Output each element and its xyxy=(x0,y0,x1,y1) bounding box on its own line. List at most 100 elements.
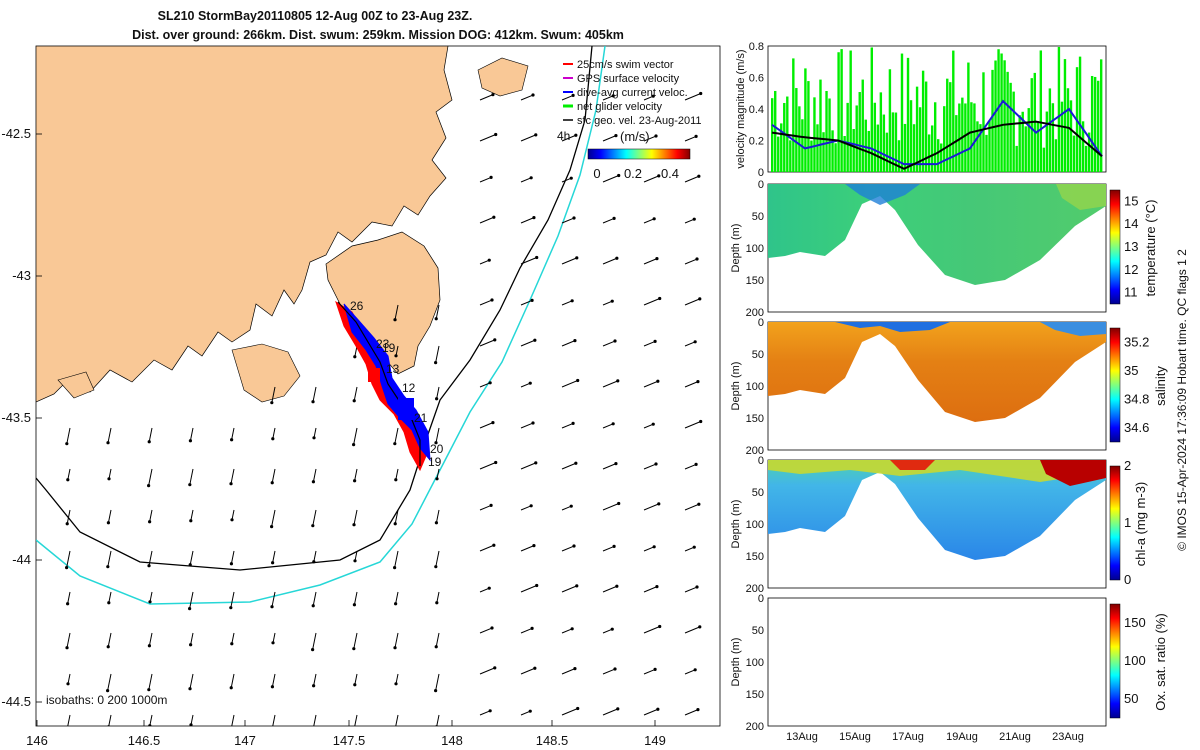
geo-vel-arrow xyxy=(684,341,696,347)
net-velocity-bar xyxy=(873,102,877,172)
time-tick: 19Aug xyxy=(946,731,978,743)
geo-vel-arrow xyxy=(561,300,573,306)
geo-vel-arrowhead xyxy=(352,647,356,651)
geo-vel-arrowhead xyxy=(230,642,234,646)
geo-vel-arrow xyxy=(190,509,194,521)
geo-vel-arrowhead xyxy=(654,134,658,138)
geo-vel-arrow xyxy=(520,585,537,593)
geo-vel-arrowhead xyxy=(435,725,439,726)
geo-vel-arrowhead xyxy=(531,421,535,425)
geo-vel-arrowhead xyxy=(148,520,152,524)
geo-vel-arrowhead xyxy=(270,525,274,529)
geo-vel-arrowhead xyxy=(271,561,275,565)
geo-vel-arrowhead xyxy=(696,380,700,384)
geo-vel-arrowhead xyxy=(230,438,234,442)
geo-vel-arrowhead xyxy=(572,216,576,220)
geo-vel-arrowhead xyxy=(311,524,315,528)
cbar-tick: 14 xyxy=(1124,216,1138,231)
geo-vel-arrow xyxy=(230,673,235,688)
net-velocity-bar xyxy=(789,140,792,172)
geo-vel-arrowhead xyxy=(312,560,316,564)
geo-vel-arrowhead xyxy=(106,645,110,649)
depth-tick: 150 xyxy=(746,275,764,287)
geo-vel-arrow xyxy=(436,468,440,479)
geo-vel-arrow xyxy=(602,217,615,224)
depth-tick: 0 xyxy=(758,455,764,467)
geo-vel-arrow xyxy=(354,714,358,726)
geo-vel-arrow xyxy=(602,668,616,675)
salinity-section xyxy=(768,322,1106,422)
geo-vel-arrow xyxy=(479,339,495,347)
salinity-colorbar xyxy=(1109,327,1121,443)
time-tick: 17Aug xyxy=(892,731,924,743)
net-velocity-bar xyxy=(1036,121,1039,172)
geo-vel-arrowhead xyxy=(229,606,233,610)
geo-vel-arrow xyxy=(561,217,575,224)
geo-vel-arrow xyxy=(520,505,532,511)
net-velocity-bar xyxy=(927,134,931,172)
lon-tick: 147.5 xyxy=(333,733,366,748)
geo-vel-arrow xyxy=(643,298,660,306)
net-velocity-bar xyxy=(1000,53,1003,172)
geo-vel-arrowhead xyxy=(658,624,662,629)
geo-vel-arrow xyxy=(189,591,194,609)
net-velocity-bar xyxy=(792,58,795,173)
geo-vel-arrow xyxy=(313,673,317,686)
geo-vel-arrowhead xyxy=(393,318,397,322)
geo-vel-arrow xyxy=(67,714,71,726)
net-velocity-bar xyxy=(915,86,919,172)
net-velocity-bar xyxy=(940,143,943,172)
geo-vel-arrowhead xyxy=(66,478,70,482)
depth-tick: 50 xyxy=(752,625,764,637)
geo-vel-arrowhead xyxy=(613,667,617,671)
geo-vel-arrow xyxy=(107,509,112,523)
track-label-13: 13 xyxy=(386,362,400,376)
geo-vel-arrowhead xyxy=(492,215,496,219)
geo-vel-arrowhead xyxy=(434,521,439,525)
legend-sfc: sfc geo. vel. 23-Aug-2011 xyxy=(577,115,702,127)
geo-vel-arrow xyxy=(602,463,617,470)
geo-vel-arrow xyxy=(312,632,317,650)
geo-vel-arrow xyxy=(395,468,399,480)
geo-vel-arrow xyxy=(479,299,493,306)
net-velocity-bar xyxy=(952,50,955,172)
geo-vel-arrowhead xyxy=(230,518,234,522)
lon-tick: 146.5 xyxy=(128,733,161,748)
net-velocity-bar xyxy=(1099,59,1103,172)
lat-tick: -43.5 xyxy=(1,410,31,425)
geo-vel-arrow xyxy=(684,218,695,224)
net-velocity-bar xyxy=(1024,126,1027,172)
net-velocity-bar xyxy=(1015,145,1018,172)
net-velocity-bar xyxy=(961,97,964,172)
geo-vel-arrowhead xyxy=(106,441,110,445)
geo-vel-arrow xyxy=(602,95,614,101)
depth-tick: 150 xyxy=(746,413,764,425)
geo-vel-arrowhead xyxy=(697,174,701,178)
geo-vel-arrowhead xyxy=(531,93,535,97)
geo-vel-arrowhead xyxy=(490,298,494,302)
geo-vel-arrowhead xyxy=(435,397,439,401)
depth-tick: 0 xyxy=(758,593,764,605)
geo-vel-arrowhead xyxy=(393,522,397,526)
geo-vel-arrow xyxy=(561,380,578,388)
geo-vel-arrow xyxy=(148,468,153,486)
net-velocity-bar xyxy=(795,88,798,172)
cbar-tick: 0 xyxy=(1124,572,1131,587)
geo-vel-arrowhead xyxy=(575,256,579,260)
geo-vel-arrowhead xyxy=(573,339,577,343)
geo-vel-arrowhead xyxy=(610,299,614,303)
geo-vel-arrowhead xyxy=(270,605,274,609)
geo-vel-arrowhead xyxy=(569,176,573,180)
geo-vel-arrow xyxy=(643,463,657,470)
geo-vel-arrow xyxy=(66,427,71,444)
net-velocity-bar xyxy=(970,102,973,172)
geo-vel-arrow xyxy=(643,258,658,265)
geo-vel-arrowhead xyxy=(107,601,111,605)
geo-vel-arrow xyxy=(561,422,574,429)
geo-vel-arrowhead xyxy=(569,504,573,508)
geo-vel-arrow xyxy=(312,468,317,482)
geo-vel-arrow xyxy=(479,134,496,142)
geo-vel-arrowhead xyxy=(311,728,314,731)
geo-vel-arrowhead xyxy=(655,257,659,261)
net-velocity-bar xyxy=(891,112,895,172)
